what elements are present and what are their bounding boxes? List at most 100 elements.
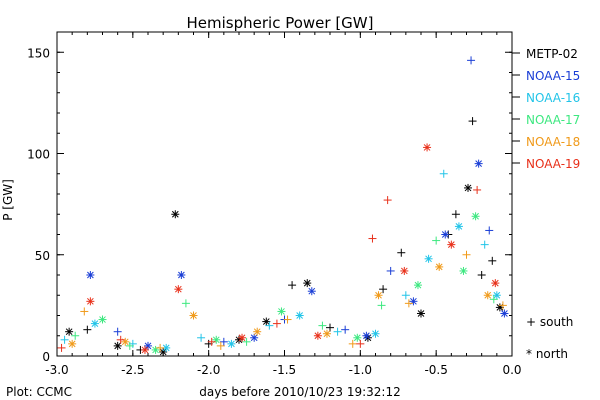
legend-entry: NOAA-17 [526,113,580,127]
north-marker-legend: * north [526,347,568,361]
data-point-metp-02-north [113,341,122,350]
data-point-noaa-17-north [471,212,480,221]
x-tick-label: -1.5 [273,363,296,377]
data-point-noaa-18-north [189,311,198,320]
data-point-metp-02-south [488,256,497,265]
y-axis-label: P [GW] [1,179,15,221]
data-point-noaa-17-south [71,331,80,340]
data-point-metp-02-south [83,325,92,334]
data-point-noaa-15-north [250,333,259,342]
data-point-noaa-15-north [500,309,509,318]
data-point-noaa-18-south [283,315,292,324]
data-point-noaa-18-north [374,291,383,300]
data-point-noaa-15-north [441,230,450,239]
data-point-noaa-18-north [322,329,331,338]
data-point-noaa-18-south [404,299,413,308]
data-point-metp-02-south [477,271,486,279]
data-point-noaa-18-south [462,250,471,259]
data-point-noaa-15-north [474,159,483,168]
y-tick-label: 0 [42,350,50,364]
data-point-metp-02-north [171,210,180,219]
data-point-metp-02-north [417,309,425,318]
data-point-noaa-15-south [219,337,228,346]
data-point-noaa-16-north [371,329,380,338]
data-point-noaa-17-north [459,266,468,275]
data-point-noaa-17-north [98,315,107,324]
data-point-metp-02-south [379,285,388,294]
data-point-noaa-16-south [60,335,69,344]
data-point-noaa-16-south [439,169,448,178]
data-point-noaa-17-north [413,281,422,290]
data-point-noaa-19-north [174,285,183,294]
x-tick-label: 0.0 [502,363,521,377]
data-point-noaa-15-south [113,327,122,336]
data-point-noaa-17-north [212,335,221,344]
data-point-noaa-17-south [318,321,327,330]
data-point-noaa-15-south [386,266,395,275]
data-point-noaa-19-south [116,335,125,344]
data-point-noaa-15-south [341,325,350,334]
data-point-noaa-16-south [265,321,274,330]
data-point-noaa-18-south [156,343,165,352]
data-point-metp-02-south [326,323,334,332]
data-point-noaa-17-south [125,341,134,350]
data-point-metp-02-north [262,317,271,326]
y-tick-label: 150 [27,46,50,60]
y-tick-label: 50 [35,249,50,263]
data-point-noaa-16-south [401,291,410,300]
data-point-noaa-19-north [238,333,247,342]
legend-entry: NOAA-15 [526,69,580,83]
legend-entry: METP-02 [526,47,578,61]
data-point-noaa-18-north [483,291,492,300]
data-point-noaa-18-south [216,341,225,350]
data-point-noaa-19-south [207,337,216,346]
data-point-noaa-18-north [435,262,444,271]
data-point-noaa-19-north [400,266,409,275]
data-point-noaa-17-south [432,236,441,245]
data-point-noaa-17-north [151,345,160,354]
data-point-noaa-18-north [121,337,130,346]
y-tick-label: 100 [27,148,50,162]
data-point-noaa-16-north [492,291,501,300]
data-point-noaa-17-north [277,307,286,316]
data-point-noaa-17-south [489,295,498,304]
data-point-metp-02-north [159,347,168,356]
data-point-noaa-15-south [485,226,494,235]
data-point-noaa-17-north [353,333,362,342]
data-point-noaa-16-north [424,254,433,263]
data-point-noaa-15-north [177,271,186,279]
data-point-noaa-19-south [272,319,281,328]
x-tick-label: -3.0 [45,363,68,377]
data-point-noaa-16-south [333,327,342,336]
data-point-noaa-18-south [498,301,507,310]
data-point-noaa-16-north [162,343,171,352]
data-point-noaa-18-north [68,339,77,348]
data-point-noaa-17-south [377,301,386,310]
data-point-noaa-19-north [423,143,432,152]
data-point-noaa-15-south [467,56,476,65]
data-point-noaa-16-north [295,311,304,320]
data-point-metp-02-south [451,210,460,219]
footer-credit: Plot: CCMC [6,385,72,399]
x-tick-label: -1.0 [349,363,372,377]
data-point-metp-02-north [464,183,473,192]
data-point-noaa-15-north [144,341,152,350]
data-point-metp-02-south [468,117,477,126]
data-point-noaa-15-north [307,287,316,296]
data-point-noaa-19-south [473,185,482,194]
x-tick-label: -2.5 [121,363,144,377]
legend-entry: NOAA-18 [526,135,580,149]
data-point-noaa-19-north [140,345,149,354]
data-point-noaa-19-south [356,339,365,348]
chart-title: Hemispheric Power [GW] [187,14,374,32]
data-point-noaa-16-north [454,222,463,231]
data-point-noaa-18-south [80,307,89,316]
legend-entry: NOAA-19 [526,157,580,171]
x-tick-label: -2.0 [197,363,220,377]
data-point-noaa-16-north [227,339,236,348]
data-point-noaa-18-south [348,339,357,348]
south-marker-legend: + south [526,315,573,329]
data-point-noaa-18-north [253,327,262,336]
x-axis-label: days before 2010/10/23 19:32:12 [199,385,400,399]
